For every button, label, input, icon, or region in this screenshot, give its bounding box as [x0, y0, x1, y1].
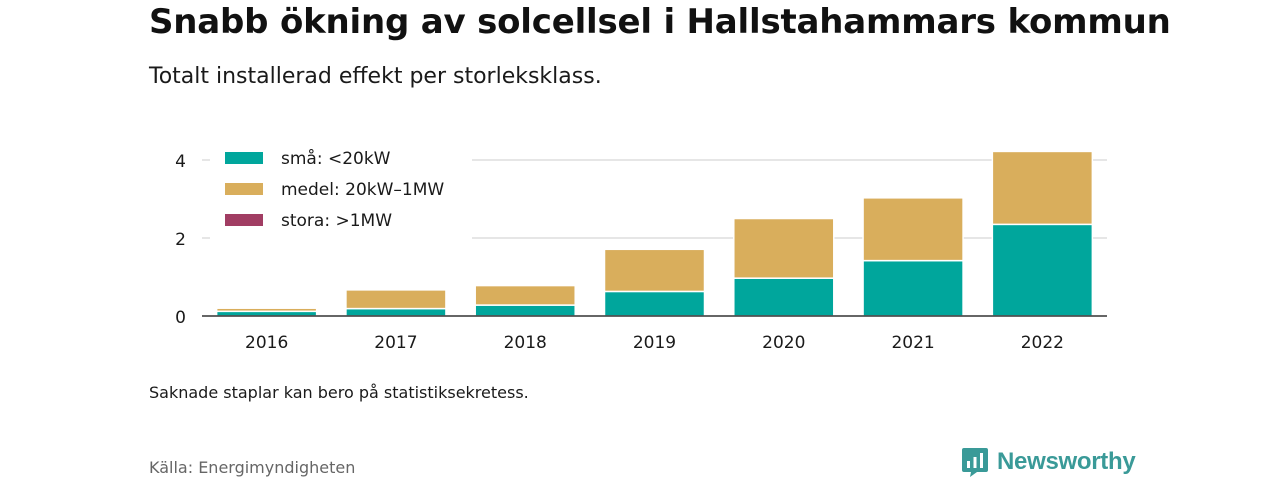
bar-2020-series-0: [733, 277, 835, 317]
newsworthy-logo-icon: [962, 448, 988, 477]
legend-label: medel: 20kW–1MW: [281, 180, 444, 200]
axes: 0 2 4 2016 2017 2018 2019 2020 2021 2022: [175, 152, 1107, 353]
x-tick-label: 2021: [891, 333, 934, 353]
bar-2021-series-0: [862, 259, 964, 317]
bars: [215, 150, 1094, 317]
bar-2021-series-1: [862, 197, 964, 262]
x-tick-label: 2020: [762, 333, 805, 353]
bar-2017-series-1: [345, 289, 447, 310]
x-tick-label: 2022: [1021, 333, 1064, 353]
newsworthy-brand[interactable]: Newsworthy: [961, 446, 1136, 478]
legend: små: <20kW medel: 20kW–1MW stora: >1MW: [210, 146, 472, 244]
footnote: Saknade staplar kan bero på statistiksek…: [149, 383, 529, 402]
legend-label: små: <20kW: [281, 148, 391, 169]
bar-2019-series-0: [603, 290, 706, 317]
legend-label: stora: >1MW: [281, 211, 392, 231]
chart-title: Snabb ökning av solcellsel i Hallstahamm…: [149, 2, 1171, 42]
bar-2017-series-0: [345, 307, 447, 317]
legend-swatch: [225, 214, 263, 226]
source-text: Källa: Energimyndigheten: [149, 458, 356, 477]
x-tick-label: 2016: [245, 333, 288, 353]
bar-2018-series-1: [474, 284, 576, 306]
y-tick-label: 2: [175, 230, 186, 250]
x-tick-label: 2019: [633, 333, 676, 353]
brand-name: Newsworthy: [997, 448, 1136, 475]
bar-2018-series-0: [474, 304, 576, 317]
legend-swatch: [225, 152, 263, 164]
bar-2022-series-0: [991, 223, 1094, 317]
bar-2020-series-1: [733, 217, 835, 279]
stacked-bar-chart: 0 2 4 2016 2017 2018 2019 2020 2021 2022 små: <20…: [175, 146, 1107, 353]
x-tick-label: 2017: [374, 333, 417, 353]
bar-2019-series-1: [603, 248, 706, 293]
y-tick-label: 0: [175, 308, 186, 328]
x-tick-label: 2018: [504, 333, 547, 353]
bar-2016-series-1: [215, 307, 318, 313]
chart-subtitle: Totalt installerad effekt per storlekskl…: [149, 64, 602, 89]
bar-2022-series-1: [991, 150, 1094, 226]
y-tick-label: 4: [175, 152, 186, 172]
legend-swatch: [225, 183, 263, 195]
